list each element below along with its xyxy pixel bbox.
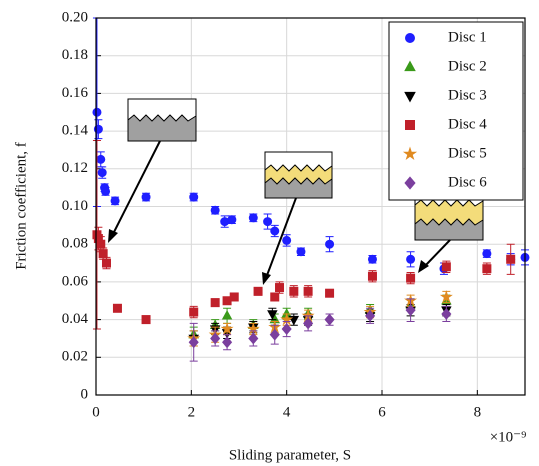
point: [97, 168, 107, 178]
x-scale-label: ×10⁻⁹: [490, 429, 527, 445]
legend: [388, 21, 524, 201]
point: [405, 304, 416, 317]
y-tick-label: 0.10: [62, 198, 88, 214]
point: [222, 336, 233, 349]
point: [220, 322, 234, 335]
point: [253, 286, 263, 296]
legend-label: Disc 1: [448, 29, 487, 45]
point: [406, 273, 416, 283]
legend-marker: [405, 120, 415, 130]
point: [221, 309, 233, 320]
point: [229, 292, 239, 302]
y-tick-label: 0.18: [62, 47, 88, 63]
point: [282, 235, 292, 245]
legend-label: Disc 2: [448, 58, 487, 74]
point: [210, 205, 220, 215]
point: [141, 315, 151, 325]
inset-layer: [262, 151, 333, 285]
y-tick-label: 0.08: [62, 236, 88, 252]
legend-marker: [404, 60, 416, 72]
point: [98, 249, 108, 259]
point: [325, 288, 335, 298]
point: [289, 286, 299, 296]
point: [406, 254, 416, 264]
point: [275, 283, 285, 293]
point: [270, 292, 280, 302]
x-tick-label: 0: [92, 404, 100, 420]
y-tick-label: 0.02: [62, 349, 88, 365]
plot-area: 0 0.02 0.04 0.06 0.08 0.10 0.12 0.14 0.16 0.18 0.2…: [62, 9, 530, 420]
point: [188, 336, 199, 349]
legend-label: Disc 4: [448, 116, 487, 132]
point: [248, 332, 259, 345]
point: [269, 328, 280, 341]
point: [96, 239, 106, 249]
point: [101, 258, 111, 268]
point: [189, 192, 199, 202]
point: [482, 249, 492, 259]
point: [303, 286, 313, 296]
point: [325, 239, 335, 249]
y-tick-label: 0.12: [62, 160, 88, 176]
point: [263, 217, 273, 227]
legend-marker: [405, 33, 415, 43]
y-tick-label: 0: [81, 386, 89, 402]
legend-label: Disc 5: [448, 145, 487, 161]
legend-marker: [402, 146, 418, 161]
legend-marker: [404, 91, 416, 103]
point: [101, 186, 111, 196]
point: [189, 307, 199, 317]
point: [303, 317, 314, 330]
point: [141, 192, 151, 202]
point: [441, 262, 451, 272]
point: [324, 313, 335, 326]
x-tick-label: 6: [378, 404, 386, 420]
point: [210, 332, 221, 345]
point: [441, 307, 452, 320]
point: [248, 213, 258, 223]
y-tick-label: 0.06: [62, 273, 89, 289]
y-tick-label: 0.16: [62, 85, 89, 101]
point: [439, 290, 453, 303]
point: [281, 323, 292, 335]
point: [227, 215, 237, 225]
point: [210, 298, 220, 308]
x-tick-label: 2: [188, 404, 196, 420]
legend-marker: [404, 176, 416, 190]
point: [92, 107, 102, 117]
point: [96, 154, 106, 164]
inset-smooth: [108, 98, 197, 243]
point: [112, 303, 122, 313]
point: [110, 196, 120, 206]
legend-label: Disc 3: [448, 87, 487, 103]
legend-label: Disc 6: [448, 174, 487, 190]
x-tick-label: 4: [283, 404, 291, 420]
point: [367, 254, 377, 264]
y-tick-label: 0.04: [62, 311, 89, 327]
point: [267, 310, 278, 320]
x-axis-label: Sliding parameter, S: [229, 447, 351, 463]
x-tick-label: 8: [474, 404, 482, 420]
point: [270, 226, 280, 236]
y-tick-label: 0.14: [62, 123, 89, 139]
point: [365, 309, 376, 322]
point: [367, 271, 377, 281]
y-axis-label: Friction coefficient, f: [13, 142, 29, 270]
plot-frame: [95, 17, 526, 396]
point: [296, 247, 306, 257]
point: [482, 264, 492, 274]
y-tick-label: 0.20: [62, 9, 88, 25]
point: [506, 254, 516, 264]
